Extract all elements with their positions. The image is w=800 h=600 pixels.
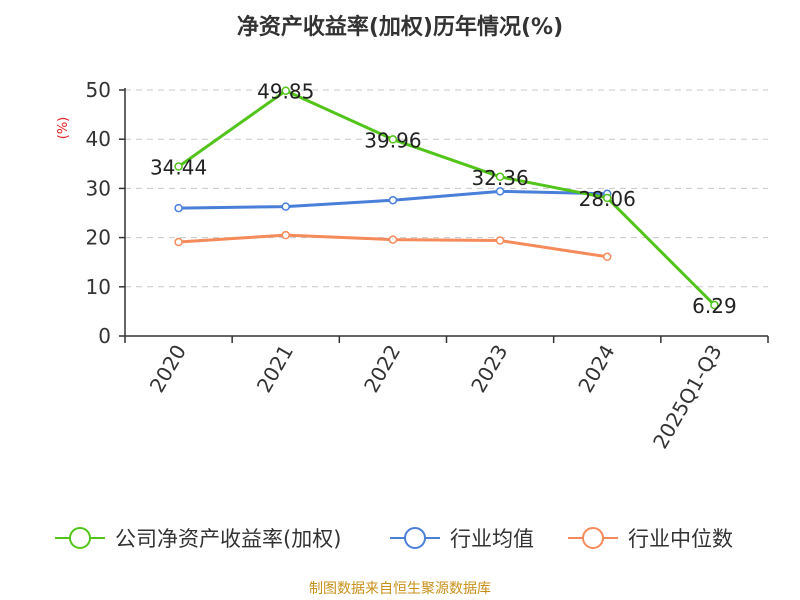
data-point	[603, 252, 612, 262]
data-label: 39.96	[364, 128, 421, 152]
legend: 公司净资产收益率(加权) 行业均值 行业中位数	[55, 527, 733, 551]
data-point	[281, 230, 290, 240]
data-point	[495, 236, 505, 245]
y-tick-label: 10	[86, 275, 111, 299]
data-point	[174, 162, 183, 171]
data-point	[174, 203, 183, 213]
x-tick-label: 2023	[466, 341, 512, 397]
grid-lines	[125, 89, 768, 288]
legend-marker	[404, 527, 426, 549]
chart-title: 净资产收益率(加权)历年情况(%)	[237, 14, 563, 40]
data-point	[710, 300, 719, 310]
y-axis-label: (%)	[56, 117, 71, 140]
legend-label: 行业中位数	[628, 527, 733, 551]
axes: 0 10 20 30 40 50 2020 2021 2022 2023 2024 2025Q1-Q3	[86, 78, 769, 453]
data-point	[603, 193, 612, 203]
legend-label: 公司净资产收益率(加权)	[115, 527, 341, 551]
series-layer	[174, 86, 719, 310]
data-point	[281, 202, 290, 211]
data-point	[495, 187, 505, 196]
data-point	[388, 135, 398, 144]
x-tick-label: 2020	[145, 341, 191, 397]
data-point	[388, 235, 398, 244]
series-line	[177, 89, 716, 307]
data-label: 49.85	[257, 80, 314, 104]
data-labels: 34.44 49.85 39.96 32.36 28.06 6.29	[150, 80, 737, 318]
x-tick-label: 2025Q1-Q3	[648, 341, 727, 453]
data-label: 6.29	[692, 294, 737, 318]
data-point	[495, 172, 505, 182]
x-tick-label: 2021	[252, 341, 298, 397]
source-note: 制图数据来自恒生聚源数据库	[309, 581, 491, 597]
y-tick-label: 0	[98, 324, 111, 348]
data-point	[281, 86, 290, 95]
data-point	[174, 237, 183, 247]
legend-marker	[69, 527, 91, 549]
data-point	[388, 195, 398, 205]
y-tick-label: 40	[86, 127, 111, 151]
y-tick-label: 20	[86, 226, 111, 250]
x-tick-label: 2024	[573, 341, 619, 397]
x-tick-label: 2022	[359, 341, 405, 397]
data-label: 28.06	[579, 187, 636, 211]
legend-label: 行业均值	[450, 527, 534, 551]
y-tick-label: 50	[86, 78, 111, 102]
data-label: 34.44	[150, 156, 207, 180]
legend-marker	[582, 527, 604, 549]
y-tick-label: 30	[86, 176, 111, 200]
data-label: 32.36	[471, 166, 528, 190]
